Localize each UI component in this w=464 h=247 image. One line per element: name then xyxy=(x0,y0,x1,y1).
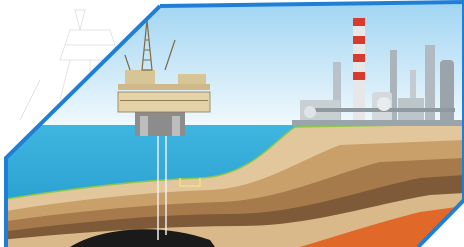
scene xyxy=(0,0,464,247)
page xyxy=(0,0,464,247)
illustration xyxy=(0,0,464,247)
